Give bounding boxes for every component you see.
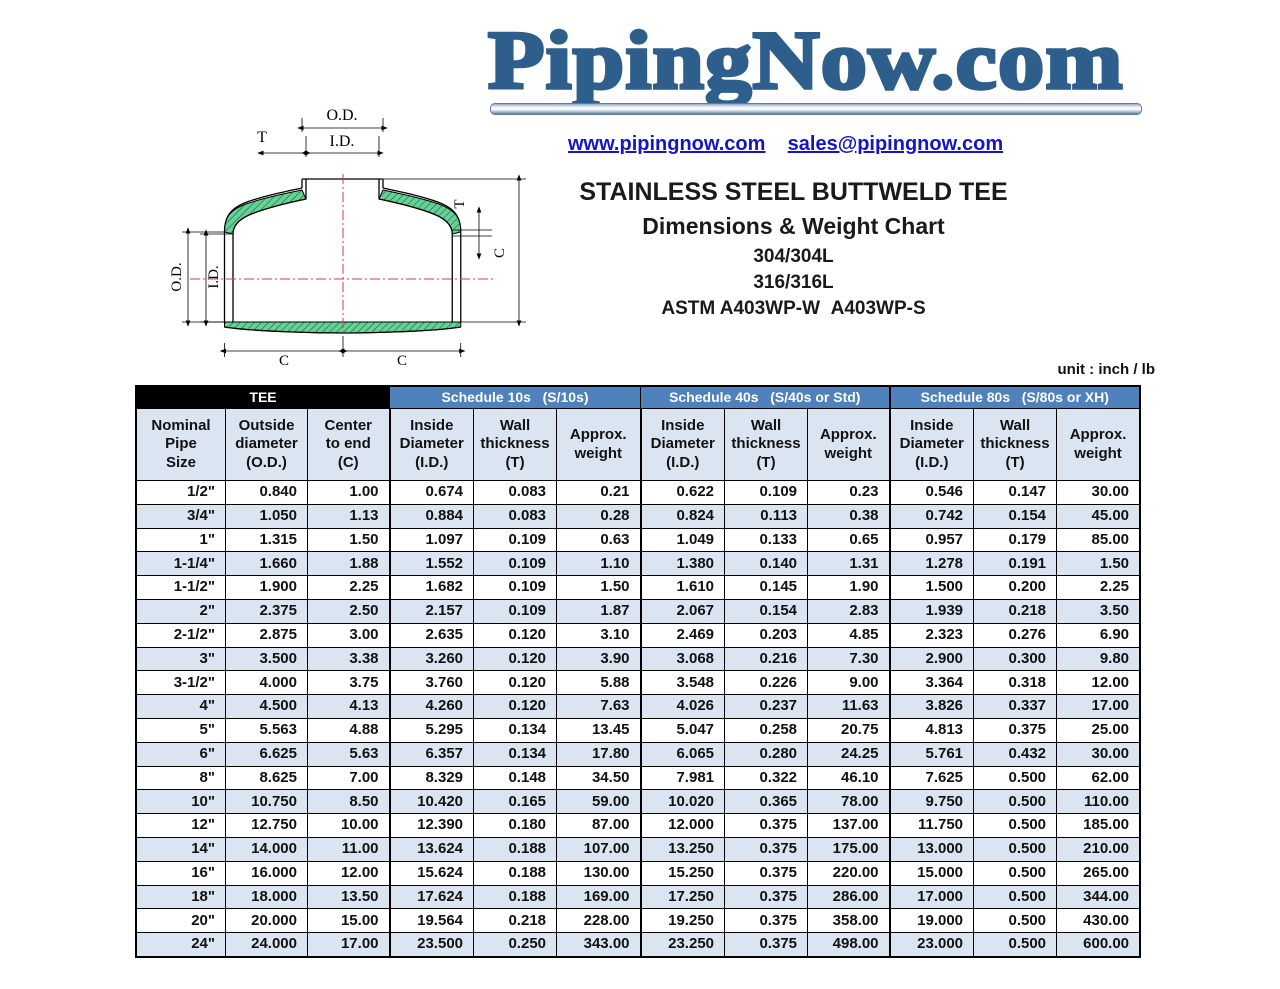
svg-text:I.D.: I.D.: [330, 133, 355, 150]
svg-text:I.D.: I.D.: [206, 265, 222, 288]
svg-text:T: T: [257, 129, 267, 146]
svg-text:O.D.: O.D.: [169, 262, 185, 291]
svg-text:C: C: [397, 353, 407, 369]
svg-text:C: C: [492, 248, 508, 258]
svg-text:T: T: [452, 199, 468, 208]
svg-text:C: C: [279, 353, 289, 369]
svg-text:O.D.: O.D.: [326, 107, 357, 124]
